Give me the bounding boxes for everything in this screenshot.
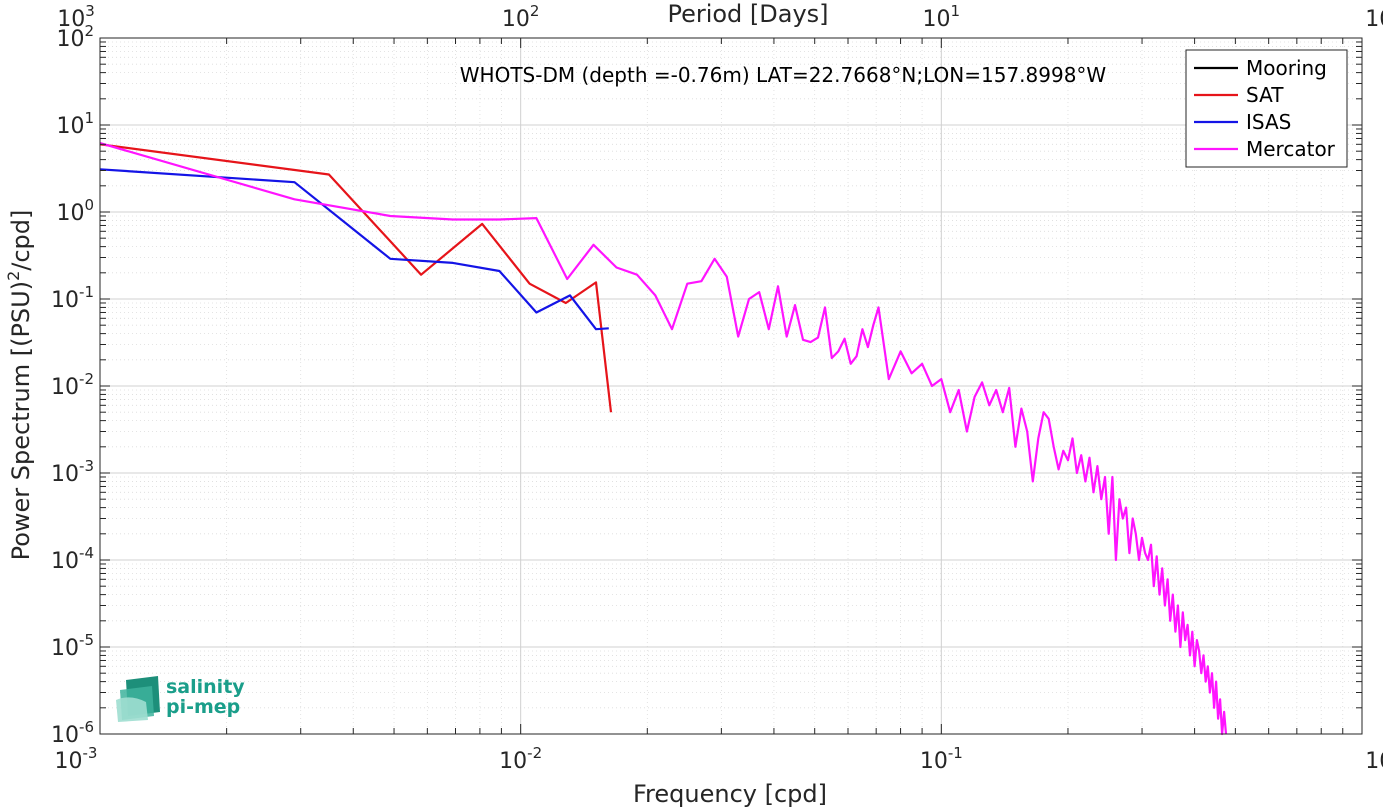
x-tick-base: 10: [1365, 749, 1383, 774]
y-tick-label: 10-3: [51, 457, 94, 487]
y-tick-label: 10-6: [51, 718, 94, 748]
salinity-pi-mep-logo: salinity pi-mep: [116, 676, 245, 722]
x-tick-base: 10: [499, 749, 527, 774]
top-tick-exp: 2: [530, 2, 540, 20]
series-line-sat: [99, 143, 613, 413]
legend: Mooring SAT ISAS Mercator: [1185, 49, 1348, 168]
top-x-axis-label: Period [Days]: [667, 0, 828, 28]
y-tick-label: 101: [56, 109, 94, 139]
y-tick-base: 10: [56, 201, 84, 226]
top-tick-base: 10: [1365, 7, 1383, 32]
logo-text-salinity: salinity: [166, 676, 245, 698]
legend-label-mooring: Mooring: [1246, 56, 1327, 80]
y-tick-base: 10: [51, 288, 79, 313]
x-tick-label: 10-1: [920, 744, 963, 774]
y-tick-base: 10: [56, 114, 84, 139]
y-tick-exp: -2: [79, 370, 94, 388]
y-tick-base: 10: [56, 27, 84, 52]
y-tick-exp: 0: [84, 196, 94, 214]
top-tick-base: 10: [57, 7, 85, 32]
y-axis-label-main: Power Spectrum [(PSU): [7, 281, 35, 560]
top-tick-label: 102: [502, 2, 540, 32]
legend-label-sat: SAT: [1246, 83, 1284, 107]
y-tick-base: 10: [51, 723, 79, 748]
x-tick-label: 10-3: [55, 744, 98, 774]
x-tick-exp: -1: [948, 744, 963, 762]
y-axis-label-sup: 2: [4, 271, 23, 281]
top-tick-label: 103: [57, 2, 95, 32]
y-tick-exp: 1: [84, 109, 94, 127]
top-tick-base: 10: [502, 7, 530, 32]
x-tick-label: 100: [1365, 744, 1383, 774]
y-tick-label: 10-2: [51, 370, 94, 400]
legend-box: [1185, 49, 1348, 168]
y-axis-label: Power Spectrum [(PSU)2/cpd]: [4, 210, 35, 561]
series-line-mercator: [99, 142, 1228, 736]
top-tick-base: 10: [923, 7, 951, 32]
x-tick-base: 10: [55, 749, 83, 774]
y-tick-exp: -6: [79, 718, 94, 736]
series-line-isas: [99, 168, 609, 331]
y-tick-base: 10: [51, 636, 79, 661]
y-tick-label: 10-1: [51, 283, 94, 313]
top-tick-exp: 1: [951, 2, 961, 20]
logo-wave-layer: [116, 697, 148, 722]
top-tick-exp: 3: [85, 2, 95, 20]
y-tick-base: 10: [51, 549, 79, 574]
tick-labels: 10-310-210-110010310210110010210110010-1…: [51, 2, 1383, 774]
legend-label-isas: ISAS: [1246, 110, 1291, 134]
y-tick-label: 102: [56, 22, 94, 52]
y-axis-label-tail: /cpd]: [7, 210, 35, 271]
x-tick-label: 10-2: [499, 744, 542, 774]
x-tick-exp: -2: [527, 744, 542, 762]
y-tick-exp: -3: [79, 457, 94, 475]
y-tick-exp: -5: [79, 631, 94, 649]
y-tick-label: 10-5: [51, 631, 94, 661]
y-tick-exp: -4: [79, 544, 94, 562]
y-tick-exp: -1: [79, 283, 94, 301]
x-tick-base: 10: [920, 749, 948, 774]
y-tick-base: 10: [51, 462, 79, 487]
y-tick-label: 100: [56, 196, 94, 226]
tick-marks: [99, 37, 1363, 735]
legend-label-mercator: Mercator: [1246, 137, 1336, 161]
chart-title: WHOTS-DM (depth =-0.76m) LAT=22.7668°N;L…: [460, 63, 1107, 87]
series-layer: [99, 142, 1228, 736]
y-tick-base: 10: [51, 375, 79, 400]
top-tick-label: 100: [1365, 2, 1383, 32]
major-grid: [99, 37, 1363, 735]
top-tick-label: 101: [923, 2, 961, 32]
x-axis-label: Frequency [cpd]: [633, 780, 827, 808]
y-tick-label: 10-4: [51, 544, 94, 574]
x-tick-exp: -3: [83, 744, 98, 762]
logo-text-pi-mep: pi-mep: [166, 696, 240, 718]
y-tick-exp: 2: [84, 22, 94, 40]
